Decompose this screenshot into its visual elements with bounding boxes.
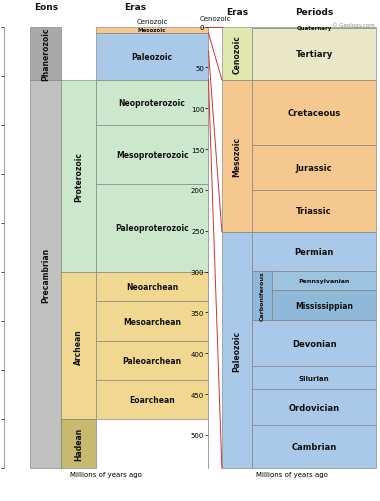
Text: Mesoarchean: Mesoarchean (123, 317, 181, 326)
Text: Paleoarchean: Paleoarchean (123, 356, 182, 365)
Text: Eras: Eras (124, 4, 146, 13)
Text: Eons: Eons (34, 4, 58, 13)
Text: Silurian: Silurian (299, 375, 329, 381)
Text: Phanerozoic: Phanerozoic (41, 28, 50, 81)
Bar (96, 28, 209, 34)
Bar (252, 425, 376, 468)
Text: Mesozoic: Mesozoic (138, 28, 166, 33)
Text: Neoproterozoic: Neoproterozoic (119, 99, 185, 108)
X-axis label: Millions of years ago: Millions of years ago (70, 471, 142, 477)
Text: Precambrian: Precambrian (41, 247, 50, 302)
Bar (252, 232, 376, 271)
Bar (96, 380, 209, 419)
Bar (252, 271, 272, 320)
Bar (96, 184, 209, 273)
Text: Cambrian: Cambrian (291, 442, 337, 451)
Text: Jurassic: Jurassic (296, 164, 332, 173)
Text: Permian: Permian (294, 247, 334, 256)
Text: Paleozoic: Paleozoic (131, 53, 173, 62)
Bar (252, 146, 376, 190)
X-axis label: Millions of years ago: Millions of years ago (256, 471, 328, 477)
Bar (96, 302, 209, 341)
Bar (222, 81, 252, 232)
Text: Mississippian: Mississippian (295, 301, 353, 310)
Text: Cenozoic: Cenozoic (200, 16, 231, 22)
Text: Paleoproterozoic: Paleoproterozoic (115, 224, 189, 233)
Text: Mesozoic: Mesozoic (233, 136, 241, 176)
Bar (61, 419, 96, 468)
Text: Paleozoic: Paleozoic (233, 330, 241, 371)
Text: Ordovician: Ordovician (288, 403, 340, 412)
Text: Eras: Eras (226, 9, 248, 18)
Bar (252, 81, 376, 146)
Bar (61, 273, 96, 419)
Bar (272, 291, 376, 320)
Text: Archean: Archean (74, 328, 83, 364)
Text: Cenozoic: Cenozoic (136, 19, 168, 25)
Bar (252, 367, 376, 389)
Bar (252, 389, 376, 425)
Text: Cenozoic: Cenozoic (233, 35, 241, 74)
Text: Mesoproterozoic: Mesoproterozoic (116, 150, 188, 159)
Text: Proterozoic: Proterozoic (74, 152, 83, 201)
Text: Cretaceous: Cretaceous (288, 109, 341, 118)
Bar (30, 81, 61, 468)
Bar (252, 28, 376, 29)
Bar (252, 320, 376, 367)
Text: © Geology.com: © Geology.com (332, 22, 375, 28)
Bar (222, 232, 252, 468)
Bar (61, 81, 96, 273)
Text: Periods: Periods (295, 9, 333, 18)
Bar (30, 28, 61, 81)
Text: Hadean: Hadean (74, 427, 83, 460)
Text: Triassic: Triassic (296, 207, 332, 216)
Text: Tertiary: Tertiary (296, 51, 333, 59)
Bar (96, 34, 209, 81)
Bar (96, 341, 209, 380)
Bar (252, 190, 376, 232)
Bar (252, 29, 376, 81)
Text: Eoarchean: Eoarchean (129, 395, 175, 404)
Text: Quaternary: Quaternary (296, 26, 332, 31)
Bar (96, 81, 209, 126)
Bar (272, 271, 376, 291)
Bar (96, 126, 209, 184)
Bar (222, 28, 252, 81)
Bar (96, 273, 209, 302)
Text: Carboniferous: Carboniferous (260, 271, 264, 321)
Text: Pennsylvanian: Pennsylvanian (298, 279, 350, 284)
Text: Neoarchean: Neoarchean (126, 283, 178, 292)
Text: Devonian: Devonian (292, 339, 336, 348)
